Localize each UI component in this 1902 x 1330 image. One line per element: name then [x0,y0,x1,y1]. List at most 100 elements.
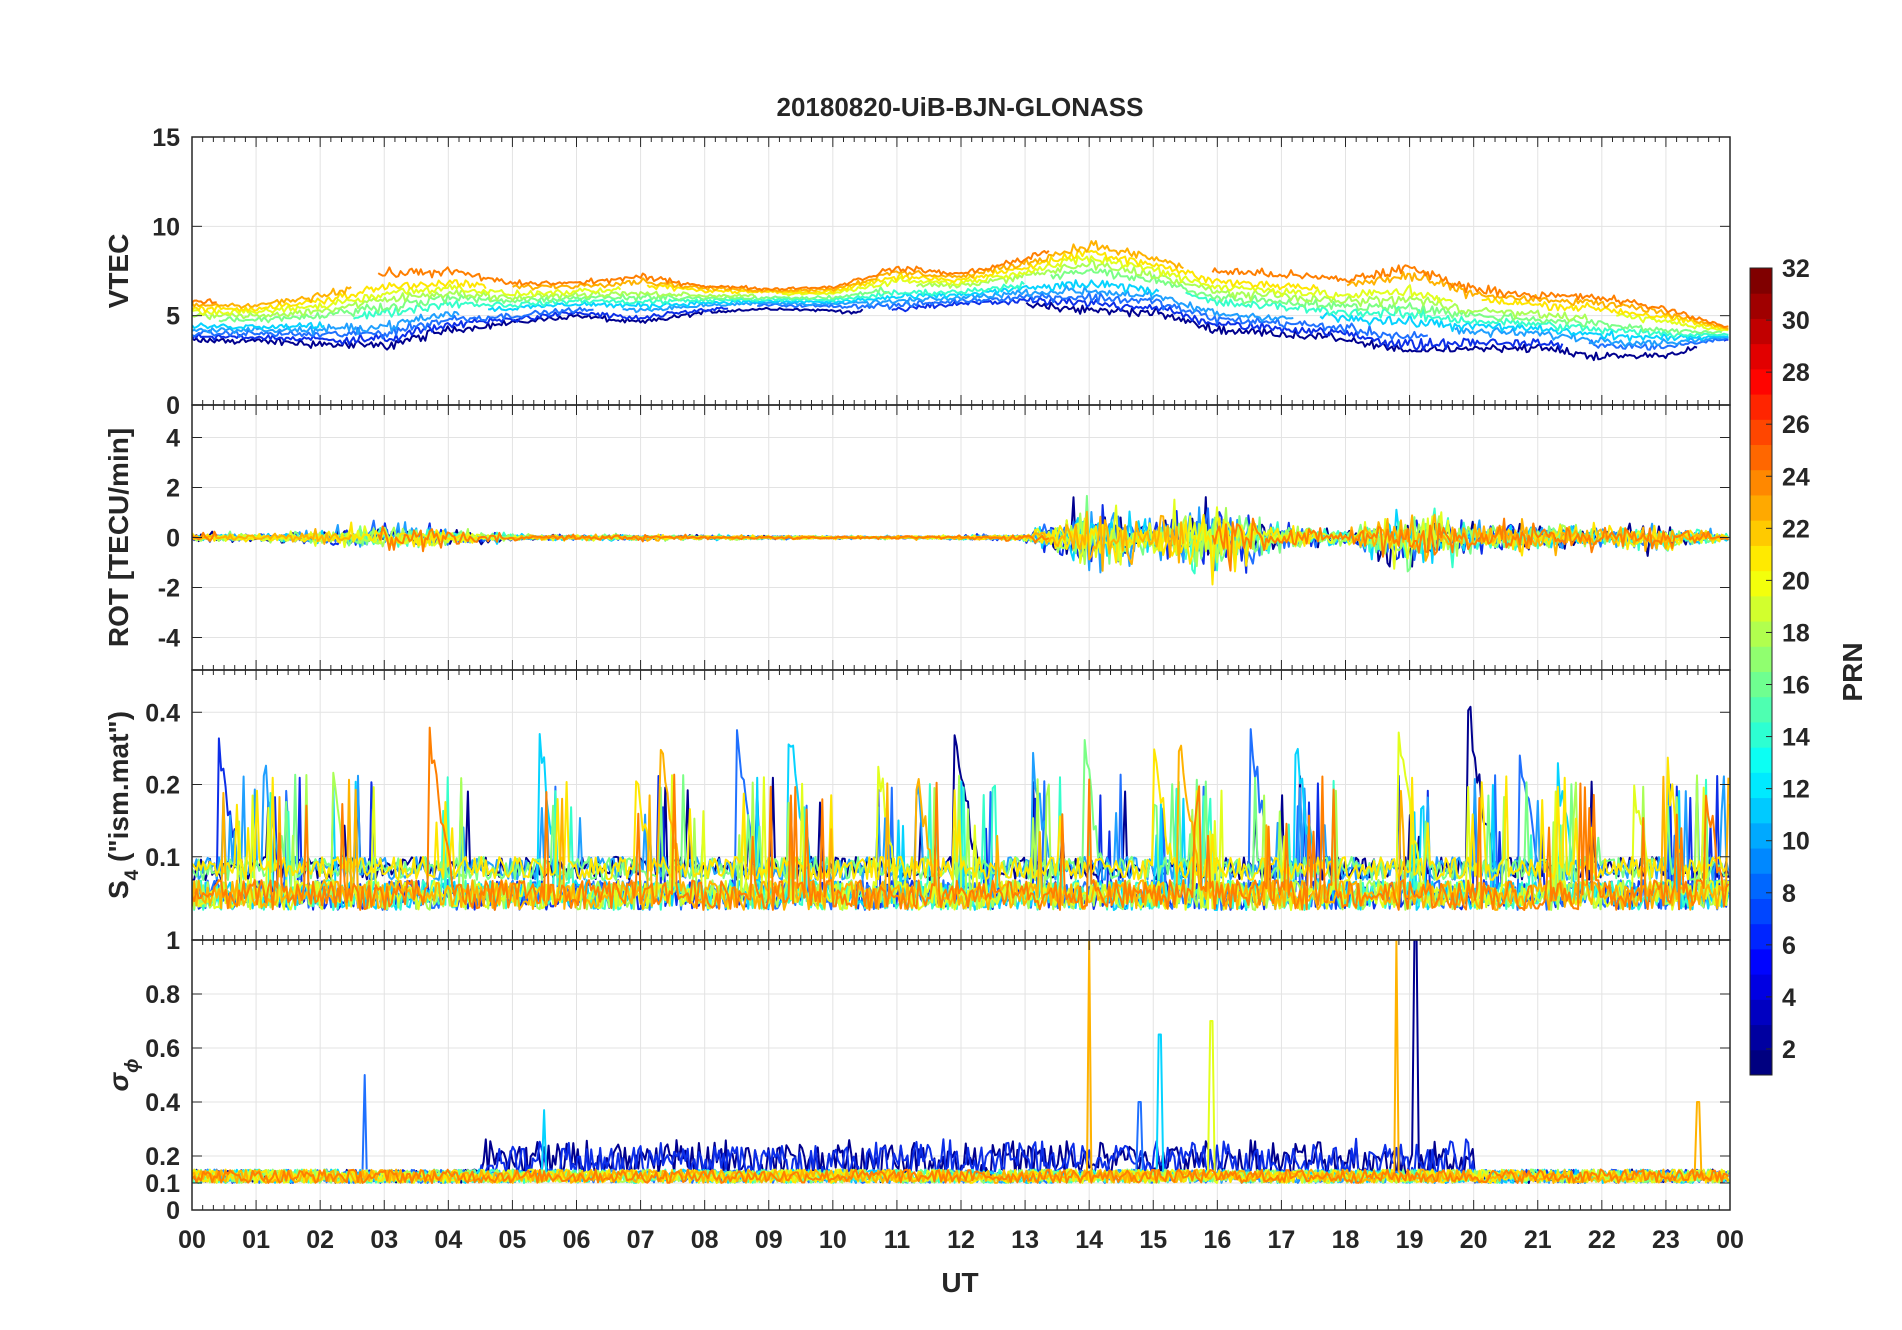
prn-trace [757,291,1429,341]
x-tick-label: 03 [370,1226,398,1254]
y-axis-label: σϕ [103,1059,143,1092]
colorbar-swatch [1750,1024,1772,1051]
colorbar-swatch [1750,923,1772,950]
colorbar-swatch [1750,545,1772,572]
x-tick-label: 20 [1460,1226,1488,1254]
x-axis-label: UT [941,1267,978,1298]
colorbar-swatch [1750,1049,1772,1076]
colorbar-swatch [1750,419,1772,446]
colorbar-tick-label: 6 [1782,932,1796,960]
prn-trace [1185,291,1729,338]
prn-trace [1025,301,1698,362]
prn-trace [488,279,1160,312]
colorbar-swatch [1750,520,1772,546]
prn-trace [192,748,1730,881]
y-tick-label: 10 [152,213,180,241]
prn-trace [377,250,1050,291]
y-axis-label: ROT [TECU/min] [103,428,134,647]
y-tick-label: 0 [166,1197,180,1225]
x-tick-label: 01 [242,1226,270,1254]
prn-trace [192,298,217,305]
y-axis-label: S4 ("ism.mat") [103,711,143,899]
colorbar-swatch [1750,999,1772,1026]
tick-marks [191,939,1731,1211]
colorbar-swatch [1750,268,1772,294]
prn-trace [192,528,353,545]
prn-trace [1723,338,1729,342]
x-tick-label: 22 [1588,1226,1616,1254]
prn-trace [622,285,1294,322]
x-tick-label: 07 [627,1226,655,1254]
colorbar-swatch [1750,469,1772,496]
traces [192,494,1730,586]
x-tick-label: 19 [1396,1226,1424,1254]
y-tick-label: 0.8 [145,981,180,1009]
x-tick-label: 12 [947,1226,975,1254]
prn-trace [353,280,1025,320]
x-axis-tick-labels: 00 01 02 03 04 05 06 07 08 09 10 11 12 13 14 15 16 17 18 19… [178,1226,1744,1254]
prn-trace [377,525,1050,553]
colorbar-swatch [1750,721,1772,748]
colorbar-tick-label: 22 [1782,515,1810,543]
x-tick-label: 17 [1268,1226,1296,1254]
colorbar-tick-label: 24 [1782,463,1810,491]
prn-trace [192,321,325,331]
x-tick-label: 14 [1075,1226,1103,1254]
colorbar-tick-label: 28 [1782,359,1810,387]
y-tick-label: -4 [158,625,180,653]
colorbar-swatch [1750,646,1772,672]
x-tick-label: 21 [1524,1226,1552,1254]
prn-trace [1319,312,1729,343]
colorbar-swatch [1750,873,1772,899]
colorbar-swatch [1750,671,1772,698]
prn-trace [192,279,487,314]
colorbar-swatch [1750,368,1772,395]
grid [191,136,1731,406]
colorbar-swatch [1750,822,1772,849]
prn-trace [1211,264,1729,328]
x-tick-label: 15 [1139,1226,1167,1254]
prn-trace [192,521,486,548]
colorbar-swatch [1750,848,1772,874]
prn-trace [192,310,460,336]
colorbar-tick-label: 32 [1782,255,1810,283]
colorbar-swatch [1750,343,1772,370]
y-tick-label: 0.1 [145,844,180,872]
y-tick-label: 4 [166,425,180,453]
colorbar-tick-label: 20 [1782,567,1810,595]
panel-1: 0 5 10 15 VTEC [103,124,1731,420]
colorbar-swatch [1750,948,1772,975]
colorbar-swatch [1750,621,1772,647]
x-tick-label: 00 [178,1226,206,1254]
colorbar-tick-label: 18 [1782,619,1810,647]
prn-trace [192,306,729,346]
x-tick-label: 23 [1652,1226,1680,1254]
x-tick-label: 06 [563,1226,591,1254]
colorbar-swatch [1750,696,1772,723]
x-tick-label: 13 [1011,1226,1039,1254]
colorbar-swatch [1750,595,1772,622]
x-tick-label: 02 [306,1226,334,1254]
prn-trace [192,283,622,317]
x-tick-label: 10 [819,1226,847,1254]
colorbar-swatch [1750,394,1772,420]
colorbar-swatch [1750,974,1772,1000]
y-tick-label: 0.2 [145,772,180,800]
x-tick-label: 04 [434,1226,462,1254]
prn-trace [192,306,864,351]
prn-trace [192,940,1730,1184]
y-tick-label: 15 [152,124,180,152]
tick-marks [191,136,1731,406]
colorbar-swatch [1750,570,1772,597]
y-tick-label: 0.4 [145,1089,180,1117]
colorbar-swatch [1750,772,1772,799]
colorbar-tick-label: 30 [1782,307,1810,335]
prn-trace [781,255,1454,304]
prn-trace [192,744,1730,911]
prn-trace [1211,517,1729,572]
prn-trace [512,240,1184,293]
colorbar-swatch [1750,797,1772,824]
chart-title: 20180820-UiB-BJN-GLONASS [776,92,1143,122]
tick-marks [191,670,1731,940]
